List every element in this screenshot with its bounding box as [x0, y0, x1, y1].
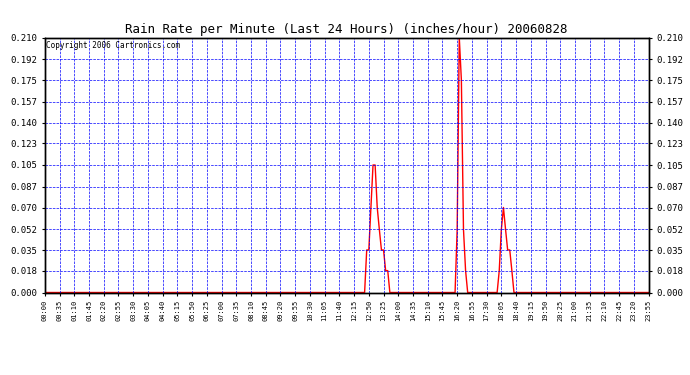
Text: Copyright 2006 Cartronics.com: Copyright 2006 Cartronics.com [46, 41, 180, 50]
Title: Rain Rate per Minute (Last 24 Hours) (inches/hour) 20060828: Rain Rate per Minute (Last 24 Hours) (in… [126, 23, 568, 36]
